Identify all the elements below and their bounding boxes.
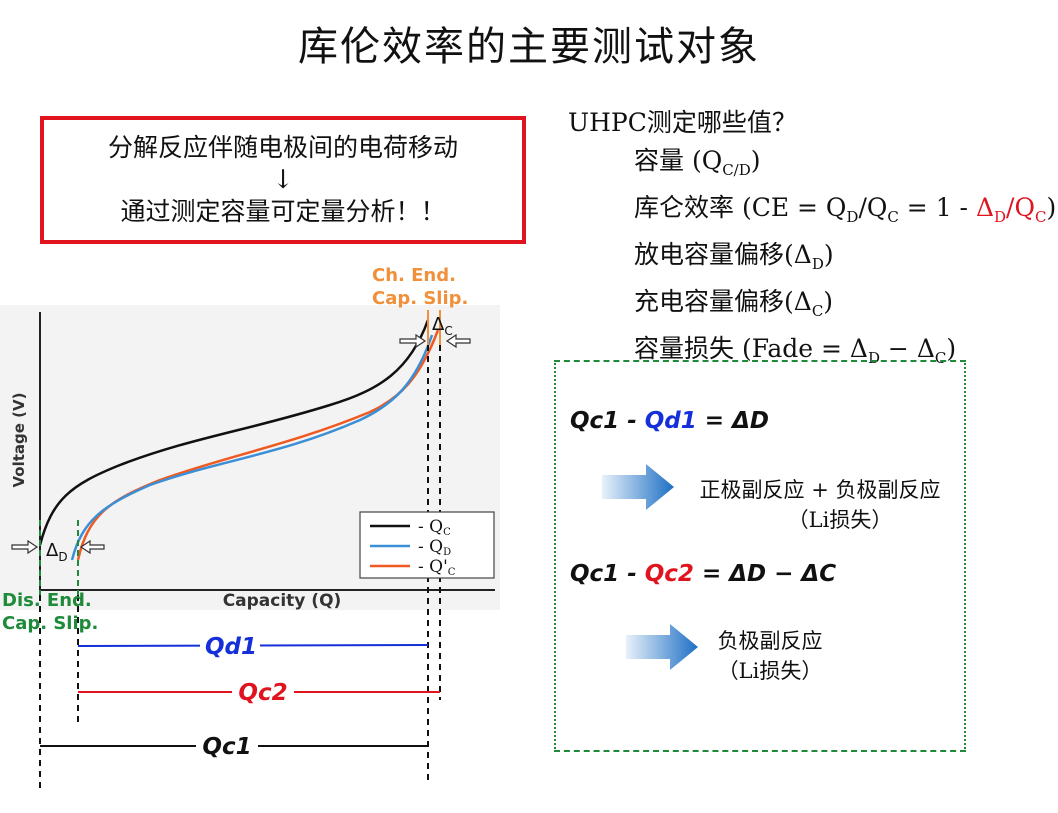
uhpc-list: UHPC测定哪些值？ 容量 (QC/D) 库仑效率 (CE = QD/QC = … [568,104,1056,377]
curve-qd [70,334,434,561]
page-title: 库伦效率的主要测试对象 [298,24,760,70]
ch-end-label-1: Ch. End. [372,265,456,286]
voltage-capacity-diagram: Voltage (V) Capacity (Q) ΔD ΔC Ch. End. … [0,265,500,790]
legend-label-qc-prime: - Q'C [418,557,456,578]
delta-d-right-arrow [79,539,105,555]
qd1-label-bg [200,630,260,660]
right-arrow-icon-1 [602,464,674,510]
qc2-label: Qc2 [238,680,287,706]
down-arrow-icon: ↓ [272,165,294,195]
legend-label-qc: - QC [418,517,451,538]
qc2-label-bg [232,676,294,706]
note-1: 正极副反应 + 负极副反应 （Li损失） [699,478,941,532]
curve-qc [38,319,430,546]
qc1-label: Qc1 [202,734,251,760]
delta-c-right-arrow [445,333,471,349]
dis-end-label-1: Dis. End. [2,590,92,611]
item-capacity: 容量 (QC/D) [634,146,761,179]
ch-end-label-2: Cap. Slip. [372,288,468,309]
qd1-label: Qd1 [205,634,257,660]
qc1-label-bg [196,730,258,760]
uhpc-heading: UHPC测定哪些值？ [568,108,797,137]
x-axis-label: Capacity (Q) [223,591,342,611]
summary-box: 分解反应伴随电极间的电荷移动 ↓ 通过测定容量可定量分析！！ [40,116,526,244]
note-2: 负极副反应 （Li损失） [717,629,823,683]
delta-c-left-arrow [399,333,427,349]
item-charge-slip: 充电容量偏移(ΔC) [634,287,834,320]
delta-d-left-arrow [11,539,39,555]
equation-1: Qc1 - Qd1 = ΔD [570,408,769,434]
summary-line-1: 分解反应伴随电极间的电荷移动 [107,133,458,162]
item-coulombic-efficiency: 库仑效率 (CE = QD/QC = 1 - ΔD/QC) [634,193,1057,226]
dis-end-label-2: Cap. Slip. [2,613,98,634]
legend-label-qd: - QD [418,537,451,558]
y-axis-label: Voltage (V) [10,393,28,488]
summary-line-2: 通过测定容量可定量分析！！ [120,197,446,226]
item-fade: 容量损失 (Fade = ΔD − ΔC) [634,334,957,367]
equation-2: Qc1 - Qc2 = ΔD − ΔC [570,561,837,587]
right-arrow-icon-2 [626,624,698,670]
analysis-box [554,360,966,752]
item-discharge-slip: 放电容量偏移(ΔD) [634,240,834,273]
